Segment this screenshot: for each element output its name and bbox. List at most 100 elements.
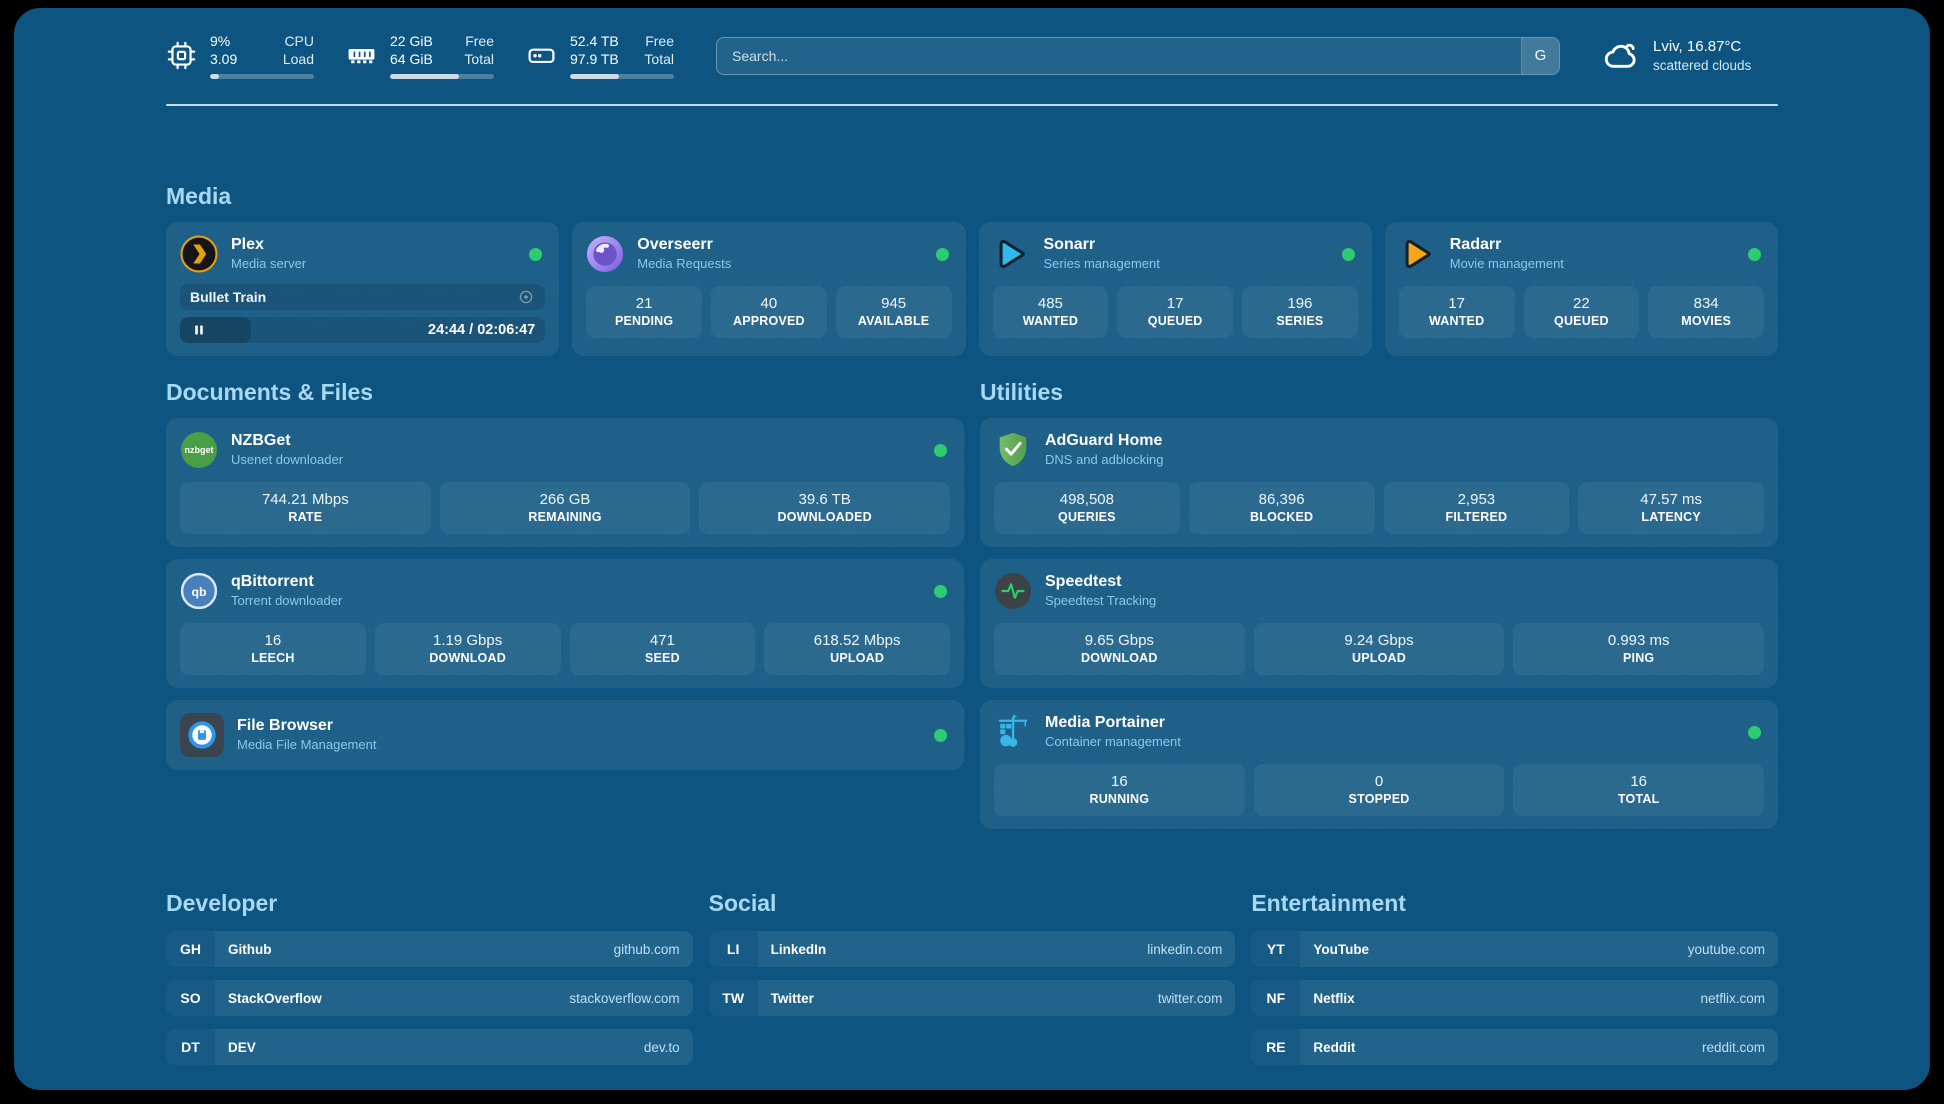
status-dot — [934, 584, 947, 598]
app-title: AdGuard Home — [1045, 432, 1163, 449]
weather-widget[interactable]: Lviv, 16.87°C scattered clouds — [1602, 37, 1778, 75]
sonarr-icon — [993, 235, 1031, 273]
stat-tile: 9.24 Gbps UPLOAD — [1253, 623, 1505, 675]
bookmark-link-youtube[interactable]: YT YouTube youtube.com — [1251, 931, 1778, 967]
search-engine-button[interactable]: G — [1521, 37, 1559, 74]
bookmark-name: LinkedIn — [770, 941, 827, 957]
cpu-label-2: Load — [282, 51, 314, 67]
bookmark-link-github[interactable]: GH Github github.com — [166, 931, 693, 967]
app-title: Plex — [231, 236, 264, 253]
app-card-qbittorrent[interactable]: qb qBittorrent Torrent downloader 16 LEEC… — [166, 559, 964, 688]
app-card-filebrowser[interactable]: File Browser Media File Management — [166, 700, 964, 770]
bookmark-abbr: YT — [1251, 931, 1301, 967]
bookmark-link-stackoverflow[interactable]: SO StackOverflow stackoverflow.com — [166, 980, 693, 1016]
filebrowser-icon — [180, 713, 224, 757]
bookmark-abbr: LI — [708, 931, 758, 967]
pause-icon[interactable] — [190, 321, 208, 339]
bookmark-url: youtube.com — [1687, 941, 1765, 957]
memory-stat: 22 GiB 64 GiB Free Total — [346, 32, 494, 79]
bookmark-name: YouTube — [1313, 941, 1370, 957]
bookmark-link-reddit[interactable]: RE Reddit reddit.com — [1251, 1029, 1778, 1065]
bookmark-group-developer: Developer GH Github github.com SO StackO… — [166, 889, 693, 1065]
app-subtitle: Series management — [1043, 256, 1160, 271]
bookmark-link-netflix[interactable]: NF Netflix netflix.com — [1251, 980, 1778, 1016]
app-card-nzbget[interactable]: nzbget NZBGet Usenet downloader 744.21 M… — [166, 418, 964, 547]
memory-total: 64 GiB — [390, 51, 433, 67]
app-title: Media Portainer — [1045, 714, 1166, 731]
storage-label-1: Free — [645, 33, 674, 49]
stat-tile: 266 GB REMAINING — [439, 482, 691, 534]
cpu-progress-bar — [210, 74, 314, 79]
stat-tile: 471 SEED — [569, 623, 756, 675]
app-title: Sonarr — [1043, 236, 1096, 253]
playback-progress-row: 24:44 / 02:06:47 — [180, 317, 546, 343]
search-box: G — [716, 36, 1560, 75]
stat-tile: 16 TOTAL — [1513, 764, 1765, 816]
stat-tile: 1.19 Gbps DOWNLOAD — [374, 623, 561, 675]
system-stats: 9% 3.09 CPU Load — [166, 32, 674, 79]
bookmark-name: Twitter — [770, 990, 814, 1006]
storage-label-2: Total — [644, 51, 674, 67]
bookmark-link-linkedin[interactable]: LI LinkedIn linkedin.com — [708, 931, 1236, 967]
app-title: Radarr — [1449, 236, 1502, 253]
bookmark-abbr: TW — [708, 980, 758, 1016]
bookmarks: Developer GH Github github.com SO StackO… — [166, 889, 1778, 1065]
stat-tile: 485 WANTED — [992, 286, 1109, 338]
app-card-sonarr[interactable]: Sonarr Series management 485 WANTED 17 QUE… — [978, 222, 1372, 356]
cpu-label-1: CPU — [284, 33, 314, 49]
cpu-load-avg: 3.09 — [210, 51, 238, 67]
bookmark-name: Netflix — [1313, 990, 1355, 1006]
now-playing-title: Bullet Train — [190, 289, 267, 305]
stat-tile: 498,508 QUERIES — [994, 482, 1180, 534]
status-dot — [1748, 247, 1761, 261]
bookmark-name: DEV — [228, 1039, 256, 1055]
app-title: NZBGet — [231, 432, 291, 449]
header: 9% 3.09 CPU Load — [166, 32, 1778, 79]
bookmark-group-social: Social LI LinkedIn linkedin.com TW Twitt… — [708, 889, 1236, 1065]
bookmark-link-dev[interactable]: DT DEV dev.to — [166, 1029, 693, 1065]
section-title-entertainment: Entertainment — [1251, 890, 1406, 916]
stat-tile: 22 QUEUED — [1523, 286, 1640, 338]
app-subtitle: Torrent downloader — [231, 593, 343, 608]
app-card-radarr[interactable]: Radarr Movie management 17 WANTED 22 QUEUE… — [1384, 222, 1778, 356]
stat-tile: 40 APPROVED — [711, 286, 827, 338]
plex-icon — [180, 235, 218, 273]
app-card-plex[interactable]: Plex Media server Bullet Train 24:44 — [166, 222, 560, 356]
qbittorrent-icon: qb — [180, 572, 218, 610]
stat-tile: 0 STOPPED — [1253, 764, 1505, 816]
app-title: Speedtest — [1045, 573, 1122, 590]
stat-tile: 834 MOVIES — [1648, 286, 1764, 338]
bookmark-name: StackOverflow — [228, 990, 322, 1006]
status-dot — [935, 247, 949, 261]
app-card-overseerr[interactable]: Overseerr Media Requests 21 PENDING 40 APP… — [572, 222, 966, 356]
app-card-adguard[interactable]: AdGuard Home DNS and adblocking 498,508 Q… — [980, 418, 1778, 547]
bookmark-abbr: GH — [166, 931, 215, 967]
status-dot — [1748, 725, 1761, 739]
bookmark-abbr: DT — [166, 1029, 215, 1065]
overseerr-icon — [586, 235, 624, 273]
app-subtitle: Usenet downloader — [231, 452, 344, 467]
section-title-social: Social — [708, 890, 777, 916]
stat-tile: 16 RUNNING — [994, 764, 1245, 816]
memory-label-1: Free — [465, 33, 494, 49]
storage-stat: 52.4 TB 97.9 TB Free Total — [526, 32, 674, 79]
app-title: Overseerr — [637, 236, 713, 253]
stat-tile: 16 LEECH — [180, 623, 366, 675]
app-subtitle: Media File Management — [237, 737, 377, 752]
app-card-speedtest[interactable]: Speedtest Speedtest Tracking 9.65 Gbps DO… — [980, 559, 1778, 688]
stat-tile: 17 QUEUED — [1117, 286, 1233, 338]
bookmark-group-entertainment: Entertainment YT YouTube youtube.com NF … — [1251, 889, 1778, 1065]
session-settings-icon[interactable] — [517, 288, 535, 306]
documents-column: Documents & Files nzbget NZBGet Usenet d… — [166, 378, 964, 770]
app-title: File Browser — [237, 717, 334, 734]
search-input[interactable] — [717, 37, 1521, 74]
app-card-portainer[interactable]: Media Portainer Container management 16 R… — [980, 700, 1778, 829]
stat-tile: 47.57 ms LATENCY — [1578, 482, 1764, 534]
app-subtitle: Container management — [1045, 734, 1181, 749]
section-title-utilities: Utilities — [980, 379, 1064, 405]
bookmark-link-twitter[interactable]: TW Twitter twitter.com — [708, 980, 1236, 1016]
radarr-icon — [1399, 235, 1437, 273]
section-title-documents: Documents & Files — [166, 379, 374, 405]
bookmark-abbr: RE — [1251, 1029, 1301, 1065]
bookmark-url: reddit.com — [1701, 1039, 1765, 1055]
